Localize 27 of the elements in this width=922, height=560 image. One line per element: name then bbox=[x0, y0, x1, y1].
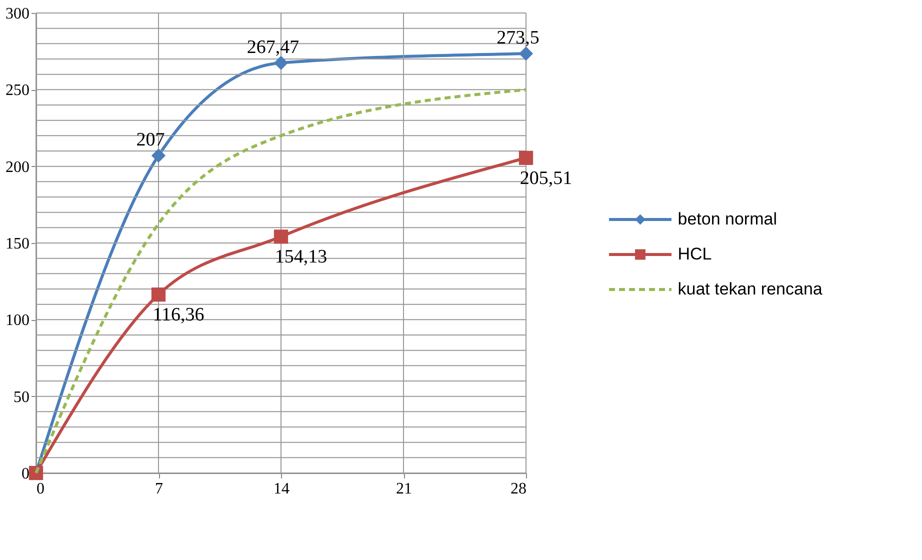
y-tick-label: 150 bbox=[6, 236, 30, 252]
x-tick-label: 7 bbox=[155, 480, 163, 498]
y-tick-label: 100 bbox=[6, 312, 30, 330]
data-label: 205,51 bbox=[520, 168, 572, 189]
y-tick-label: 200 bbox=[6, 158, 30, 176]
y-tick-label: 0 bbox=[22, 466, 30, 482]
x-tick-label: 21 bbox=[396, 480, 412, 498]
x-tick-label: 14 bbox=[274, 480, 290, 498]
legend-label: HCL bbox=[678, 244, 712, 264]
data-label: 267,47 bbox=[246, 36, 300, 58]
point bbox=[518, 46, 534, 61]
data-label: 154,13 bbox=[274, 246, 328, 268]
x-tick-label: 0 bbox=[36, 480, 44, 498]
point bbox=[151, 288, 166, 302]
y-tick-label: 50 bbox=[14, 388, 30, 406]
y-tick-label: 250 bbox=[6, 82, 30, 100]
data-label: 207 bbox=[136, 130, 165, 151]
legend-label: kuat tekan rencana bbox=[678, 280, 823, 298]
point bbox=[274, 56, 288, 70]
x-tick-label: 28 bbox=[510, 480, 526, 498]
legend-label: beton normal bbox=[678, 210, 777, 228]
data-label: 273,5 bbox=[496, 28, 540, 49]
point bbox=[518, 150, 534, 165]
y-tick-label: 300 bbox=[6, 6, 30, 22]
point bbox=[151, 148, 166, 163]
point bbox=[274, 230, 288, 244]
data-label: 116,36 bbox=[152, 304, 204, 326]
